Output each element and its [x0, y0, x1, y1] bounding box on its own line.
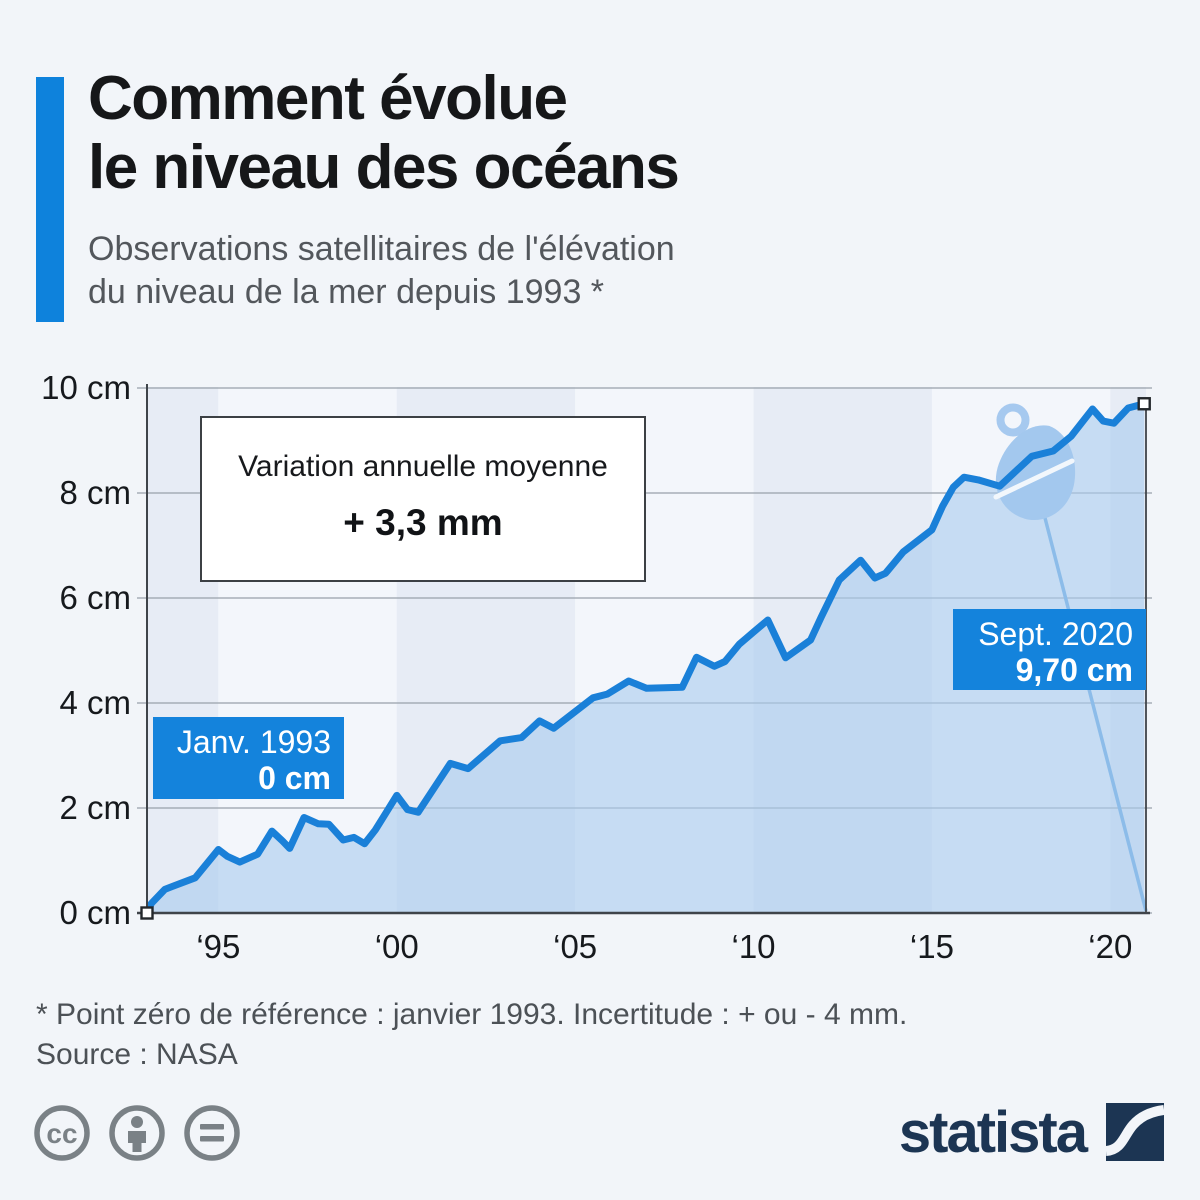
svg-text:6 cm: 6 cm	[59, 579, 131, 616]
statista-branding: statista	[898, 1099, 1164, 1165]
end-value-badge: Sept. 2020 9,70 cm	[953, 609, 1146, 690]
title-line2: le niveau des océans	[88, 133, 680, 202]
subtitle-line1: Observations satellitaires de l'élévatio…	[88, 230, 675, 268]
sea-area	[147, 403, 1145, 913]
data-point-markers	[140, 397, 1151, 920]
buoy-waterline-stripe	[993, 458, 1075, 500]
statista-logo-icon	[1106, 1103, 1164, 1161]
buoy-mooring-rope	[1042, 513, 1148, 912]
sea-level-line	[143, 400, 1148, 917]
tick-labels: 0 cm 2 cm 4 cm 6 cm 8 cm 10 cm ‘95 ‘00 ‘05 ‘10 ‘15…	[41, 369, 1132, 965]
svg-text:2 cm: 2 cm	[59, 789, 131, 826]
footnote-source: Source : NASA	[36, 1038, 238, 1071]
svg-text:‘95: ‘95	[196, 928, 240, 965]
svg-text:8 cm: 8 cm	[59, 474, 131, 511]
axis-lines	[137, 384, 1150, 915]
start-value-badge: Janv. 1993 0 cm	[153, 717, 344, 799]
svg-text:0 cm: 0 cm	[59, 894, 131, 931]
svg-text:4 cm: 4 cm	[59, 684, 131, 721]
annotation-label: Variation annuelle moyenne	[238, 450, 608, 483]
title-line1: Comment évolue	[88, 64, 568, 133]
svg-text:‘15: ‘15	[910, 928, 954, 965]
page-subtitle: Observations satellitaires de l'élévatio…	[88, 228, 675, 314]
cc-icon: cc	[34, 1105, 90, 1161]
svg-text:10 cm: 10 cm	[41, 369, 131, 406]
attribution-person-icon	[109, 1105, 165, 1161]
buoy-ring	[996, 403, 1030, 437]
footnote: * Point zéro de référence : janvier 1993…	[36, 995, 907, 1075]
title-accent-bar	[36, 77, 64, 322]
start-badge-date: Janv. 1993	[176, 724, 331, 760]
page-title: Comment évolue le niveau des océans	[88, 64, 680, 202]
license-icons: cc	[34, 1104, 290, 1169]
svg-text:‘20: ‘20	[1088, 928, 1132, 965]
svg-text:cc: cc	[46, 1118, 77, 1149]
statista-wordmark: statista	[898, 1099, 1088, 1165]
end-badge-value: 9,70 cm	[1015, 652, 1133, 688]
svg-text:‘10: ‘10	[732, 928, 776, 965]
start-badge-value: 0 cm	[258, 760, 331, 796]
subtitle-line2: du niveau de la mer depuis 1993 *	[88, 273, 605, 311]
footnote-reference: * Point zéro de référence : janvier 1993…	[36, 998, 908, 1031]
annotation-value: + 3,3 mm	[343, 502, 503, 543]
no-derivatives-equals-icon	[184, 1105, 240, 1161]
annotation-box: Variation annuelle moyenne + 3,3 mm	[200, 416, 646, 582]
svg-text:‘00: ‘00	[375, 928, 419, 965]
svg-text:‘05: ‘05	[553, 928, 597, 965]
end-badge-date: Sept. 2020	[978, 616, 1133, 652]
